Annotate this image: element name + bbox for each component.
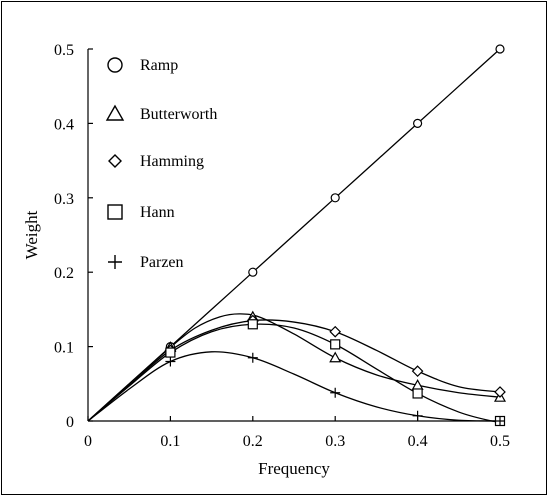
legend-label-ramp: Ramp	[140, 57, 178, 74]
data-point-hamming	[411, 365, 424, 378]
data-point-parzen	[330, 387, 341, 398]
data-point-ramp	[495, 44, 505, 54]
x-tick-label: 0.5	[490, 433, 510, 450]
x-axis-title: Frequency	[258, 459, 330, 478]
series-curves	[87, 48, 501, 423]
data-point-parzen	[495, 416, 505, 426]
series-line-parzen	[87, 351, 501, 422]
data-point-parzen	[165, 356, 176, 367]
y-tick-label: 0.2	[54, 265, 74, 282]
legend-marker-hann	[107, 204, 123, 220]
legend-label-hann: Hann	[140, 204, 175, 221]
data-point-ramp	[330, 193, 340, 203]
series-markers	[164, 44, 507, 427]
legend-label-parzen: Parzen	[140, 254, 184, 271]
x-tick-label: 0.3	[325, 433, 345, 450]
data-point-hann	[412, 388, 423, 399]
y-tick-label: 0.5	[54, 42, 74, 59]
legend-item-parzen: Parzen	[108, 254, 184, 271]
legend-item-hamming: Hamming	[108, 153, 204, 170]
legend-label-butterworth: Butterworth	[140, 106, 217, 123]
axes	[87, 49, 500, 422]
x-tick-label: 0.1	[160, 433, 180, 450]
legend-marker-parzen	[108, 255, 122, 269]
x-tick-label: 0.2	[243, 433, 263, 450]
y-axis-title: Weight	[22, 210, 41, 259]
legend: Ramp Butterworth Hamming Hann Parzen	[105, 57, 217, 271]
data-point-ramp	[413, 118, 423, 129]
data-point-hamming	[494, 386, 506, 398]
y-tick-label: 0.1	[54, 340, 74, 357]
data-point-butterworth	[329, 351, 342, 363]
legend-label-hamming: Hamming	[140, 153, 204, 170]
legend-marker-hamming	[108, 154, 122, 168]
legend-marker-ramp	[107, 57, 123, 73]
y-tick-label: 0.3	[54, 191, 74, 208]
legend-marker-butterworth	[105, 104, 125, 121]
data-point-parzen	[247, 352, 258, 363]
legend-item-ramp: Ramp	[107, 57, 178, 74]
x-tick-label: 0.4	[408, 433, 428, 450]
data-point-hann	[247, 319, 258, 330]
y-tick-label: 0.4	[54, 116, 74, 133]
data-point-hann	[165, 347, 176, 358]
legend-item-hann: Hann	[107, 204, 175, 221]
data-point-hann	[330, 339, 341, 350]
series-line-hamming	[87, 319, 501, 422]
legend-item-butterworth: Butterworth	[105, 104, 217, 123]
data-point-hamming	[329, 325, 342, 338]
x-tick-label: 0	[84, 433, 92, 450]
y-ticks: 0 0.1 0.2 0.3 0.4 0.5	[54, 42, 93, 431]
series-line-hann	[87, 323, 501, 423]
y-tick-label: 0	[66, 414, 74, 431]
data-point-parzen	[412, 410, 423, 421]
x-ticks: 0 0.1 0.2 0.3 0.4 0.5	[84, 416, 510, 450]
data-point-ramp	[248, 267, 258, 277]
